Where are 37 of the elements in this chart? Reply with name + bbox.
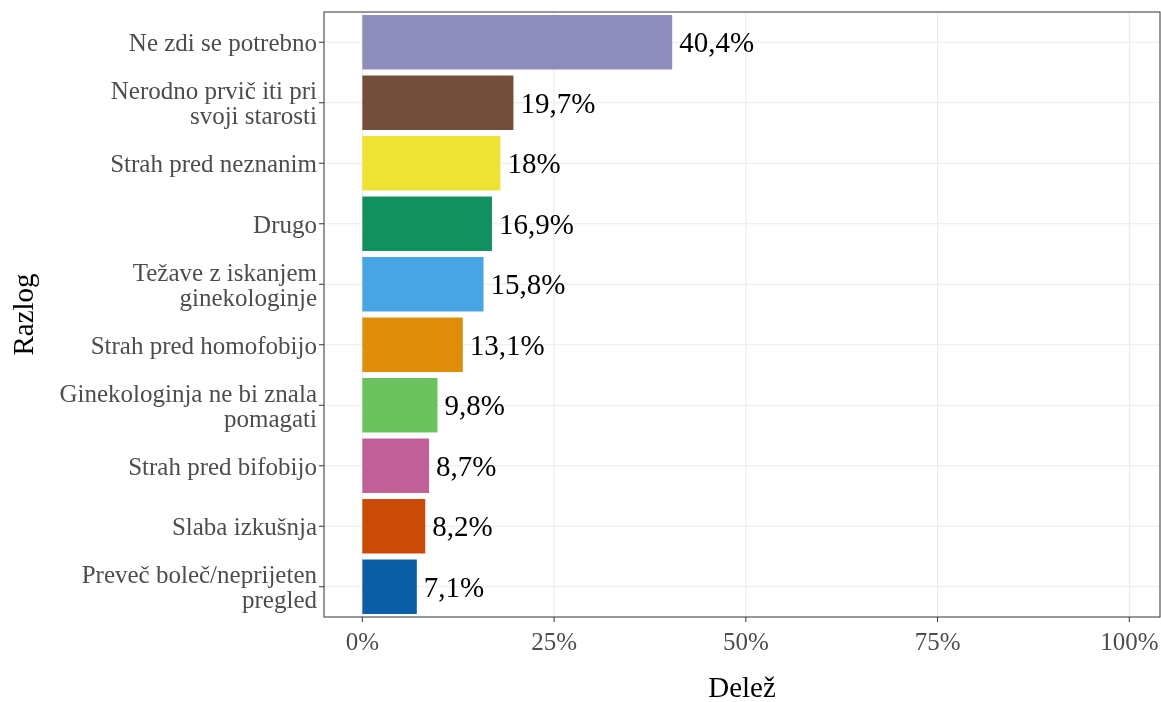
data-label: 8,2%	[432, 510, 493, 543]
x-tick-label: 25%	[531, 628, 578, 655]
y-tick-label: Drugo	[253, 210, 317, 238]
bar	[362, 378, 438, 433]
data-label: 19,7%	[520, 86, 596, 119]
y-tick-label: Strah pred neznanim	[110, 150, 318, 177]
bar	[362, 257, 484, 312]
data-label: 40,4%	[679, 26, 755, 59]
y-tick-label: Ginekologinja ne bi znala pomagati	[59, 379, 318, 432]
x-axis-title: Delež	[708, 671, 776, 702]
bar	[362, 438, 430, 493]
bar	[362, 15, 673, 70]
y-tick-label: Težave z iskanjem ginekologinje	[132, 258, 318, 311]
y-axis-title: Razlog	[7, 273, 39, 356]
y-tick-label: Slaba izkušnja	[171, 513, 317, 540]
data-label: 9,8%	[444, 389, 505, 422]
x-tick-label: 100%	[1100, 628, 1159, 655]
data-label: 15,8%	[490, 268, 566, 301]
data-label: 13,1%	[469, 328, 545, 361]
data-label: 8,7%	[436, 449, 497, 482]
data-label: 7,1%	[423, 570, 485, 603]
y-tick-label: Strah pred homofobijo	[90, 331, 317, 359]
bar	[362, 196, 492, 251]
bar	[362, 317, 463, 372]
bar	[362, 136, 501, 191]
y-tick-label: Ne zdi se potrebno	[128, 29, 317, 56]
bar	[362, 499, 426, 554]
data-label: 16,9%	[498, 207, 574, 240]
y-tick-label: Strah pred bifobijo	[128, 452, 317, 480]
bar	[362, 559, 417, 614]
x-tick-label: 50%	[722, 628, 769, 655]
y-tick-label: Nerodno prvič iti pri svoji starosti	[110, 77, 318, 129]
bar	[362, 75, 514, 130]
x-tick-label: 75%	[914, 628, 961, 655]
y-tick-label: Preveč boleč/neprijeten pregled	[81, 561, 318, 613]
data-label: 18%	[507, 147, 561, 180]
x-tick-label: 0%	[345, 628, 380, 655]
